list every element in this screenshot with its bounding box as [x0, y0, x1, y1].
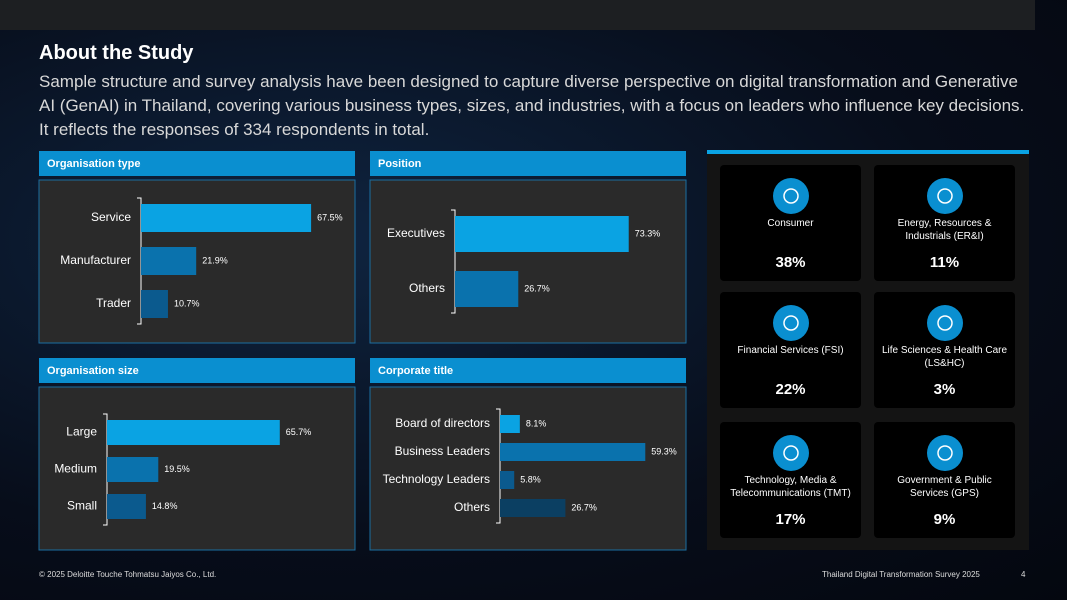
industry-name: Financial Services (FSI): [737, 345, 844, 356]
industry-name: Technology, Media & Telecommunications (…: [730, 475, 851, 499]
survey-name: Thailand Digital Transformation Survey 2…: [822, 570, 980, 579]
value-label: 26.7%: [571, 502, 597, 512]
page-number: 4: [1021, 570, 1026, 579]
category-label: Small: [67, 499, 97, 513]
industry-name: Consumer: [767, 218, 814, 229]
category-label: Large: [66, 425, 97, 439]
chart-title: Corporate title: [378, 365, 453, 377]
category-label: Medium: [54, 462, 97, 476]
axis: [451, 209, 456, 314]
value-label: 67.5%: [317, 212, 343, 222]
value-label: 73.3%: [635, 228, 661, 238]
chart-box: [369, 179, 687, 344]
industry-tile: Consumer 38%: [720, 165, 861, 281]
category-label: Trader: [96, 296, 131, 310]
description: Sample structure and survey analysis hav…: [39, 72, 1025, 139]
value-label: 10.7%: [174, 298, 200, 308]
category-label: Others: [454, 500, 490, 514]
chart-box: [369, 386, 687, 551]
value-label: 19.5%: [164, 464, 190, 474]
bar: [141, 247, 197, 275]
industry-name: Life Sciences & Health Care (LS&HC): [881, 345, 1008, 369]
bar: [500, 499, 566, 517]
industry-share: 38%: [775, 254, 806, 271]
industry-share: 11%: [929, 254, 960, 271]
bar: [107, 420, 280, 445]
category-label: Technology Leaders: [383, 472, 490, 486]
industry-share: 9%: [933, 511, 956, 528]
value-label: 8.1%: [526, 418, 547, 428]
bar: [141, 290, 168, 318]
bar: [500, 471, 515, 489]
bar: [500, 415, 520, 433]
copyright: © 2025 Deloitte Touche Tohmatsu Jaiyos C…: [39, 570, 217, 579]
header-bar: [370, 358, 686, 383]
industry-icon: [927, 435, 963, 471]
bar: [455, 271, 519, 307]
top-bar: [0, 0, 1035, 30]
industry-share: 3%: [933, 381, 956, 398]
category-label: Service: [91, 210, 131, 224]
header-bar: [39, 358, 355, 383]
industry-tile: Financial Services (FSI) 22%: [720, 292, 861, 408]
header-bar: [39, 151, 355, 176]
category-label: Executives: [387, 226, 445, 240]
value-label: 5.8%: [520, 474, 541, 484]
industry-tile: Technology, Media & Telecommunications (…: [720, 422, 861, 538]
industry-tile: Life Sciences & Health Care (LS&HC) 3%: [874, 292, 1015, 408]
header-bar: [370, 151, 686, 176]
category-label: Manufacturer: [60, 253, 131, 267]
industry-icon: [927, 305, 963, 341]
industry-share: 22%: [775, 381, 806, 398]
bar: [107, 457, 159, 482]
bar: [141, 204, 312, 232]
industry-icon: [773, 178, 809, 214]
industry-name: Energy, Resources & Industrials (ER&I): [897, 218, 992, 242]
value-label: 65.7%: [286, 427, 312, 437]
category-label: Business Leaders: [395, 444, 490, 458]
bar: [500, 443, 646, 461]
chart-title: Organisation type: [47, 158, 141, 170]
bar: [455, 216, 629, 252]
page-title: About the Study: [39, 42, 194, 64]
chart-box: [38, 386, 356, 551]
chart-title: Organisation size: [47, 365, 139, 377]
industry-tile: Energy, Resources & Industrials (ER&I) 11…: [874, 165, 1015, 281]
industry-share: 17%: [775, 511, 806, 528]
value-label: 59.3%: [651, 446, 677, 456]
panel-accent: [707, 150, 1029, 154]
industry-tile: Government & Public Services (GPS) 9%: [874, 422, 1015, 538]
value-label: 26.7%: [524, 283, 550, 293]
chart-title: Position: [378, 158, 422, 170]
category-label: Board of directors: [395, 416, 490, 430]
bar: [107, 494, 146, 519]
value-label: 21.9%: [202, 255, 228, 265]
value-label: 14.8%: [152, 501, 178, 511]
industry-icon: [773, 435, 809, 471]
axis: [496, 408, 501, 524]
industry-icon: [773, 305, 809, 341]
industry-name: Government & Public Services (GPS): [897, 475, 992, 499]
industry-icon: [927, 178, 963, 214]
category-label: Others: [409, 281, 445, 295]
